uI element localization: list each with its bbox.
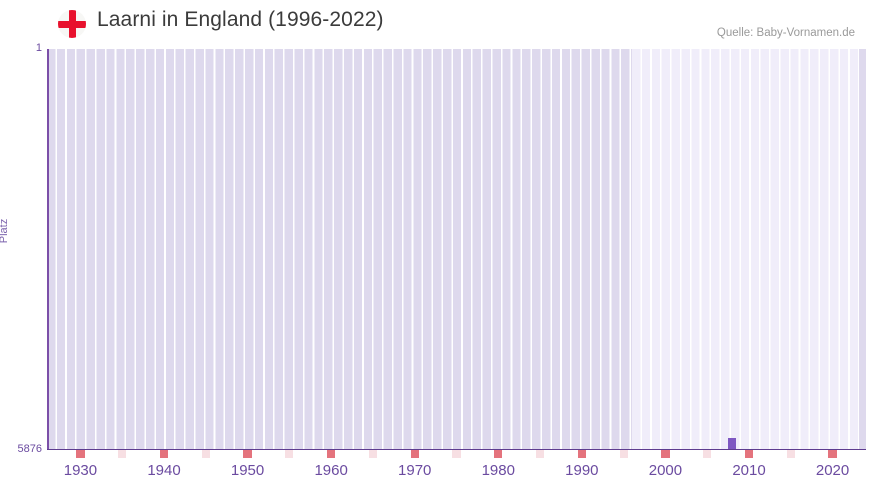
bar-2008 [728,438,737,449]
x-tick-mark-2005 [703,450,712,458]
x-tick-mark-2015 [786,450,795,458]
x-axis-line [47,448,866,451]
x-axis-tick-label: 2010 [732,462,766,479]
x-tick-mark-2000 [661,450,670,458]
x-axis-tick-label: 2000 [648,462,683,479]
x-tick-mark-1990 [577,450,586,458]
x-tick-mark-1980 [494,450,503,458]
x-tick-mark-1985 [535,450,545,458]
x-axis-tick-label: 1940 [147,462,181,479]
x-axis-tick-label: 1970 [398,462,432,479]
grid-highlight-band [632,49,858,449]
x-tick-mark-1970 [410,450,419,458]
x-tick-mark-1975 [452,450,461,458]
x-axis-tick-label: 1930 [63,462,98,479]
x-tick-mark-1930 [76,450,85,458]
chart-source-label: Quelle: Baby-Vornamen.de [716,27,855,39]
y-axis-line [47,49,49,450]
x-axis-tick-label: 1950 [230,462,265,479]
chart-header: Laarni in England (1996-2022) Quelle: Ba… [0,0,873,46]
y-axis-title: Platz [0,218,11,244]
x-axis-tick-label: 1960 [314,462,348,479]
x-tick-mark-1940 [159,450,169,458]
x-tick-mark-1955 [285,450,294,458]
x-tick-mark-2010 [744,450,754,458]
x-tick-mark-1935 [118,450,127,458]
x-axis-tick-label: 1980 [481,462,515,479]
x-tick-mark-2020 [828,450,837,458]
chart-title: Laarni in England (1996-2022) [97,8,384,31]
x-tick-mark-1950 [243,450,252,458]
flag-cross-horizontal [58,20,86,28]
y-axis-tick-top: 1 [35,42,42,54]
england-flag-icon [58,10,86,38]
x-axis-tick-label: 1990 [565,462,599,479]
x-tick-mark-1965 [368,450,378,458]
x-axis-tick-label: 2020 [815,462,850,479]
x-tick-mark-1945 [201,450,210,458]
x-tick-mark-1960 [327,450,336,458]
x-tick-mark-1995 [619,450,628,458]
plot-area [47,49,866,449]
y-axis-tick-bottom: 5876 [17,443,42,455]
